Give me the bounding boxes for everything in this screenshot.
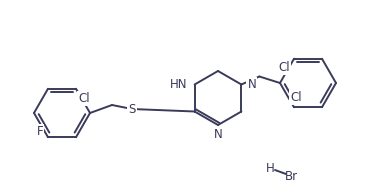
Text: S: S: [128, 103, 136, 115]
Text: H: H: [266, 162, 274, 174]
Text: N: N: [248, 78, 256, 91]
Text: N: N: [214, 128, 222, 141]
Text: Cl: Cl: [78, 92, 90, 105]
Text: Cl: Cl: [290, 91, 302, 104]
Text: Br: Br: [284, 170, 298, 182]
Text: HN: HN: [170, 78, 188, 91]
Text: Cl: Cl: [278, 61, 290, 74]
Text: F: F: [37, 125, 43, 138]
